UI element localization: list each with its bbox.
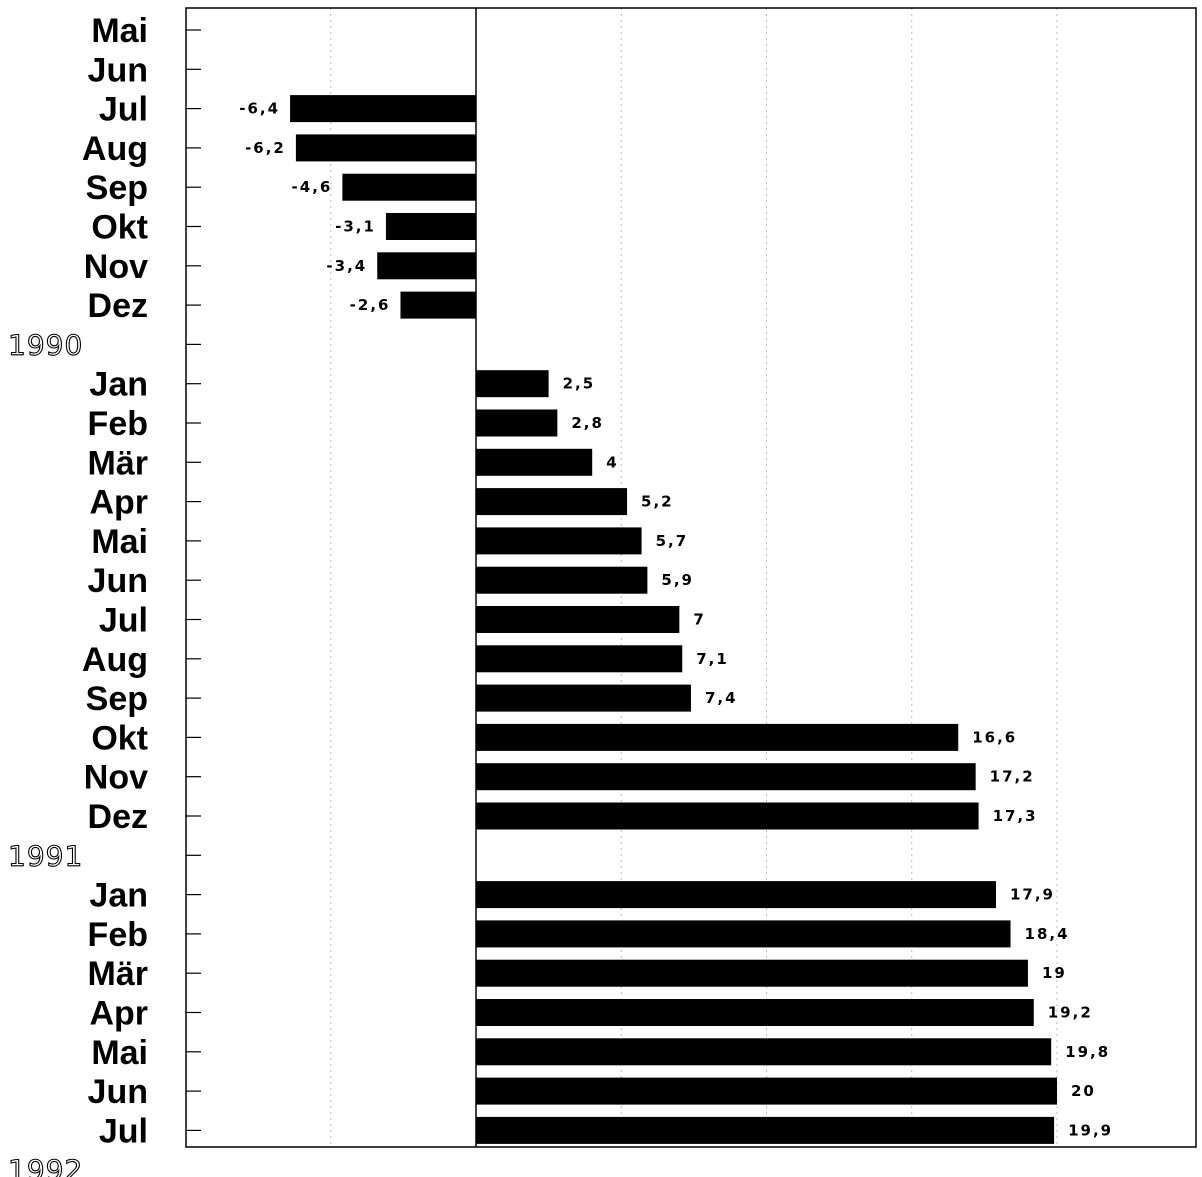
- bar: [342, 173, 476, 201]
- bar: [385, 213, 476, 240]
- value-label: 16,6: [972, 728, 1017, 746]
- value-label: 19,8: [1065, 1043, 1110, 1061]
- year-label: 1990: [8, 328, 83, 361]
- category-label: Apr: [89, 995, 148, 1033]
- value-label: 17,3: [993, 807, 1038, 825]
- value-label: 7,4: [705, 689, 738, 707]
- category-label: Jul: [99, 602, 148, 640]
- bar: [476, 881, 996, 909]
- bars: [290, 95, 1057, 1144]
- bar: [377, 252, 476, 280]
- bar: [295, 134, 476, 162]
- value-label: -2,6: [350, 296, 391, 314]
- value-label: 4: [606, 453, 618, 471]
- plot-frame: [185, 7, 1197, 1148]
- value-label: 5,7: [656, 532, 689, 550]
- bar: [476, 763, 976, 791]
- category-label: Okt: [91, 719, 148, 757]
- value-label: 2,5: [563, 375, 596, 393]
- category-label: Nov: [84, 759, 148, 797]
- category-label: Jun: [88, 51, 148, 89]
- category-label: Okt: [91, 209, 148, 247]
- bar: [400, 291, 476, 319]
- grid-lines: [330, 8, 1058, 1147]
- category-label: Dez: [88, 798, 148, 836]
- value-label: 19,9: [1068, 1121, 1113, 1139]
- bar: [476, 999, 1034, 1026]
- category-labels: MaiJunJulAugSepOktNovDez1990JanFebMärApr…: [7, 12, 148, 1177]
- value-label: 17,9: [1010, 886, 1055, 904]
- category-label: Jun: [88, 562, 148, 600]
- bar: [476, 606, 680, 633]
- category-label: Jan: [89, 877, 148, 915]
- category-label: Mai: [91, 523, 148, 561]
- value-label: 19: [1042, 964, 1067, 982]
- category-label: Sep: [86, 169, 148, 207]
- value-label: 5,9: [661, 571, 694, 589]
- bar: [476, 723, 959, 751]
- value-label: -6,4: [239, 100, 280, 118]
- bar: [476, 1038, 1052, 1066]
- category-label: Apr: [89, 484, 148, 522]
- bar: [290, 95, 476, 123]
- bar: [476, 684, 691, 712]
- category-label: Nov: [84, 248, 148, 286]
- bar: [476, 920, 1011, 948]
- value-label: 17,2: [990, 768, 1035, 786]
- bar: [476, 370, 549, 398]
- year-label: 1991: [8, 839, 83, 872]
- value-label: 5,2: [641, 493, 674, 511]
- value-label: 2,8: [571, 414, 604, 432]
- bar: [476, 959, 1028, 987]
- value-label: -3,4: [326, 257, 367, 275]
- category-label: Mär: [88, 444, 148, 482]
- value-labels: -6,4 -6,2 -4,6 -3,1 -3,4 -2,6 2,5 2,8 4 5,2 5,7 5,9…: [239, 100, 1113, 1140]
- y-ticks: [186, 29, 201, 1132]
- bar: [476, 1077, 1057, 1105]
- value-label: 7: [693, 611, 705, 629]
- category-label: Mai: [91, 1034, 148, 1072]
- category-label: Feb: [88, 405, 148, 443]
- value-label: 19,2: [1048, 1004, 1093, 1022]
- value-label: -3,1: [335, 218, 376, 236]
- category-label: Jul: [99, 1112, 148, 1150]
- value-label: 7,1: [696, 650, 729, 668]
- bar: [476, 645, 683, 673]
- bar: [476, 1116, 1055, 1144]
- category-label: Aug: [82, 641, 148, 679]
- value-label: 18,4: [1025, 925, 1070, 943]
- category-label: Sep: [86, 680, 148, 718]
- category-label: Dez: [88, 287, 148, 325]
- category-label: Aug: [82, 130, 148, 168]
- bar: [476, 566, 648, 594]
- category-label: Feb: [88, 916, 148, 954]
- category-label: Mai: [91, 12, 148, 50]
- bar: [476, 527, 642, 555]
- category-label: Mär: [88, 955, 148, 993]
- bar: [476, 488, 628, 516]
- bar: [476, 448, 593, 476]
- category-label: Jul: [99, 91, 148, 129]
- value-label: -6,2: [245, 139, 286, 157]
- category-label: Jan: [89, 366, 148, 404]
- year-label: 1992: [8, 1154, 83, 1177]
- value-label: 20: [1071, 1082, 1096, 1100]
- category-label: Jun: [88, 1073, 148, 1111]
- value-label: -4,6: [292, 178, 333, 196]
- bar: [476, 802, 979, 830]
- bar: [476, 409, 558, 437]
